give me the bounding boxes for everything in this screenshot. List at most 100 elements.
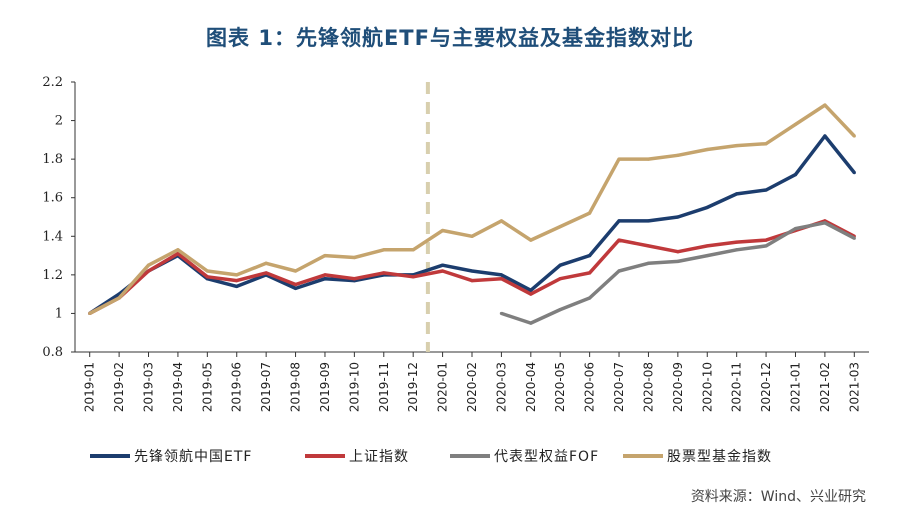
data-point — [293, 282, 298, 287]
data-point — [735, 248, 739, 252]
data-point — [852, 171, 856, 175]
data-point — [293, 286, 298, 290]
legend-label: 上证指数 — [349, 449, 409, 465]
data-point — [470, 234, 474, 238]
data-point — [852, 134, 856, 138]
data-point — [499, 311, 504, 316]
y-tick-label: 1.6 — [42, 191, 63, 206]
data-point — [235, 284, 239, 289]
x-tick-label: 2019-09 — [318, 362, 332, 412]
x-tick-label: 2019-05 — [200, 362, 214, 412]
data-point — [588, 271, 592, 275]
data-point — [529, 321, 533, 325]
x-tick-label: 2019-07 — [259, 362, 273, 412]
y-tick-label: 1.8 — [42, 152, 63, 167]
source-note: 资料来源：Wind、兴业研究 — [690, 489, 866, 505]
data-point — [264, 271, 268, 275]
data-point — [646, 219, 651, 223]
data-point — [676, 250, 680, 254]
x-tick-label: 2020-12 — [759, 362, 773, 412]
data-point — [646, 261, 651, 265]
data-point — [617, 269, 621, 273]
data-point — [264, 261, 268, 265]
data-point — [646, 157, 651, 161]
data-point — [558, 277, 562, 281]
data-point — [735, 192, 739, 196]
x-tick-label: 2019-02 — [112, 362, 126, 412]
data-point — [499, 277, 504, 281]
data-point — [558, 307, 562, 312]
x-tick-label: 2020-03 — [494, 362, 508, 412]
axes: 0.8 1 1.2 1.4 1.6 1.8 2 2.2 2019-01 2019-02 2019-0… — [42, 75, 869, 412]
x-tick-label: 2020-05 — [553, 362, 567, 412]
data-point — [176, 248, 180, 252]
data-point — [705, 205, 709, 209]
x-tick-label: 2021-03 — [847, 362, 861, 412]
data-point — [676, 153, 680, 157]
data-point — [88, 311, 92, 316]
data-point — [235, 279, 239, 283]
data-point — [323, 273, 327, 277]
x-tick-label: 2020-07 — [612, 362, 626, 412]
data-point — [793, 122, 798, 127]
y-tick-label: 1.4 — [42, 229, 63, 244]
data-point — [793, 172, 798, 177]
y-tick-label: 2 — [55, 114, 63, 129]
data-point — [558, 263, 562, 267]
data-point — [735, 144, 739, 148]
data-point — [499, 273, 504, 277]
series-line-3 — [500, 221, 856, 325]
data-point — [382, 248, 386, 252]
x-tick-label: 2020-04 — [524, 362, 538, 412]
y-tick-label: 2.2 — [42, 75, 63, 90]
x-tick-label: 2021-01 — [788, 362, 802, 412]
chart-title: 图表 1：先锋领航ETF与主要权益及基金指数对比 — [206, 26, 694, 50]
data-point — [499, 219, 504, 223]
data-point — [705, 147, 709, 152]
x-tick-label: 2020-11 — [730, 362, 744, 412]
data-point — [470, 269, 474, 273]
data-point — [293, 269, 298, 273]
data-point — [617, 157, 621, 161]
x-tick-label: 2020-08 — [641, 362, 655, 412]
data-point — [764, 244, 768, 248]
data-point — [440, 228, 445, 233]
x-tick-label: 2020-02 — [465, 362, 479, 412]
x-tick-label: 2019-10 — [347, 362, 361, 412]
data-point — [529, 292, 533, 296]
data-point — [764, 142, 768, 146]
legend-label: 股票型基金指数 — [667, 448, 772, 465]
x-tick-label: 2019-12 — [406, 362, 420, 412]
x-tick-label: 2019-01 — [83, 362, 97, 412]
data-point — [705, 253, 709, 258]
data-point — [529, 238, 533, 242]
data-point — [823, 103, 827, 107]
legend-label: 代表型权益FOF — [494, 449, 599, 465]
data-point — [470, 279, 474, 283]
data-point — [676, 259, 680, 263]
data-point — [852, 236, 856, 240]
data-point — [676, 215, 680, 219]
x-tick-label: 2019-11 — [377, 362, 391, 412]
data-point — [764, 188, 768, 192]
data-point — [146, 263, 151, 267]
data-point — [646, 244, 651, 248]
data-point — [205, 275, 209, 279]
y-tick-label: 0.8 — [42, 345, 63, 360]
data-point — [617, 219, 621, 223]
data-point — [205, 269, 209, 273]
series-layer — [88, 103, 856, 325]
data-point — [823, 134, 827, 138]
x-tick-label: 2019-06 — [230, 362, 244, 412]
data-point — [235, 273, 239, 277]
data-point — [705, 244, 709, 248]
x-tick-label: 2021-02 — [818, 362, 832, 412]
x-tick-label: 2020-01 — [436, 362, 450, 412]
legend-label: 先锋领航中国ETF — [134, 449, 252, 465]
data-point — [440, 269, 445, 273]
data-point — [382, 271, 386, 275]
x-tick-label: 2020-09 — [671, 362, 685, 412]
x-tick-label: 2020-06 — [583, 362, 597, 412]
data-point — [146, 269, 151, 273]
data-point — [352, 255, 356, 260]
